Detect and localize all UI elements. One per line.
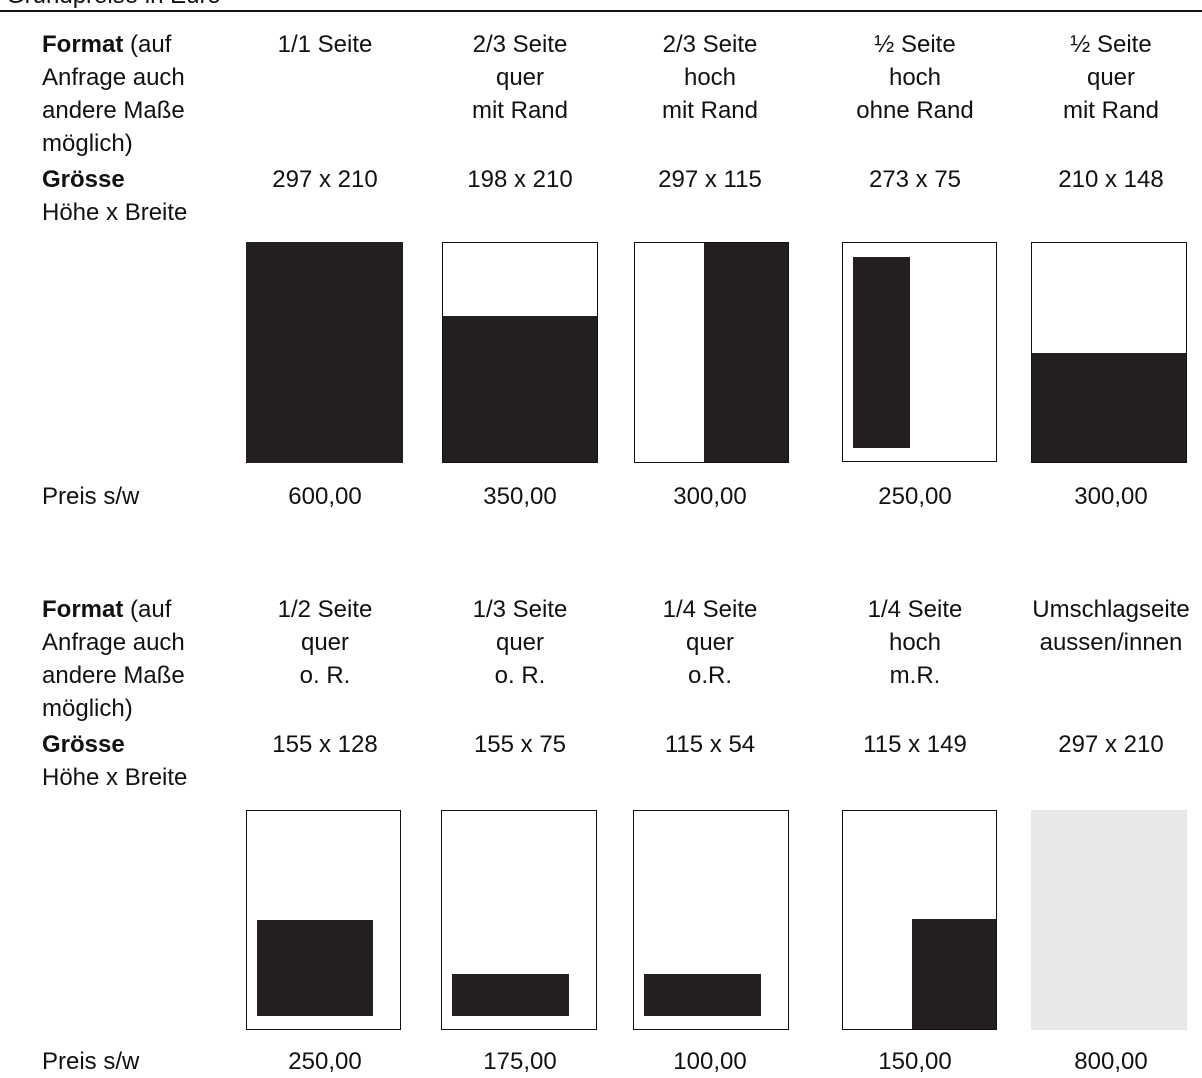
price-value: 800,00 [1074, 1048, 1148, 1075]
price-value: 300,00 [1074, 483, 1148, 510]
size-label: Grösse [42, 166, 125, 193]
format-value: 1/1 Seite [277, 31, 373, 58]
format-value: 1/2 Seite quer o. R. [277, 596, 373, 689]
size-value: 297 x 115 [658, 166, 762, 193]
format-diagram [842, 810, 997, 1030]
format-diagram [441, 810, 597, 1030]
ad-area [443, 316, 597, 462]
format-diagram [633, 810, 789, 1030]
ad-area [704, 243, 788, 462]
price-value: 175,00 [483, 1048, 557, 1075]
size-note: Höhe x Breite [42, 764, 188, 791]
ad-area [257, 920, 373, 1016]
format-diagram [1031, 242, 1187, 463]
format-value: 1/3 Seite quer o. R. [472, 596, 568, 689]
format-value: 1/4 Seite hoch m.R. [867, 596, 963, 689]
size-value: 155 x 128 [272, 731, 378, 758]
size-note: Höhe x Breite [42, 199, 188, 226]
size-value: 297 x 210 [272, 166, 378, 193]
price-value: 600,00 [288, 483, 362, 510]
ad-area [912, 919, 996, 1029]
format-label-block: Format (auf Anfrage auch andere Maße mög… [42, 28, 242, 160]
price-value: 100,00 [673, 1048, 747, 1075]
format-diagram [1031, 810, 1187, 1030]
price-label: Preis s/w [42, 1048, 140, 1075]
ad-area [853, 257, 910, 448]
format-label-block: Format (auf Anfrage auch andere Maße mög… [42, 593, 242, 725]
format-diagram [842, 242, 997, 462]
ad-area [246, 242, 403, 463]
header-text: Grundpreise in Euro [6, 0, 221, 10]
format-value: 2/3 Seite quer mit Rand [471, 31, 569, 124]
format-value: 1/4 Seite quer o.R. [662, 596, 758, 689]
price-value: 250,00 [878, 483, 952, 510]
format-value: ½ Seite quer mit Rand [1062, 31, 1160, 124]
price-value: 250,00 [288, 1048, 362, 1075]
format-value: 2/3 Seite hoch mit Rand [661, 31, 759, 124]
size-value: 198 x 210 [467, 166, 573, 193]
format-diagram [246, 242, 403, 463]
size-value: 155 x 75 [473, 731, 567, 758]
format-label: Format [42, 31, 124, 58]
size-value: 115 x 54 [664, 731, 756, 758]
price-value: 150,00 [878, 1048, 952, 1075]
size-value: 210 x 148 [1058, 166, 1164, 193]
ad-area [1032, 353, 1186, 462]
size-value: 273 x 75 [868, 166, 962, 193]
format-note: (auf Anfrage auch andere Maße möglich) [42, 31, 185, 157]
format-diagram [246, 810, 401, 1030]
format-label: Format [42, 596, 124, 623]
format-diagram [442, 242, 598, 463]
size-value: 297 x 210 [1058, 731, 1164, 758]
price-label: Preis s/w [42, 483, 140, 510]
format-diagram [634, 242, 789, 463]
price-value: 350,00 [483, 483, 557, 510]
format-value: Umschlagseite aussen/innen [1032, 596, 1190, 656]
size-label: Grösse [42, 731, 125, 758]
format-note: (auf Anfrage auch andere Maße möglich) [42, 596, 185, 722]
size-value: 115 x 149 [863, 731, 967, 758]
header-rule [0, 10, 1202, 12]
ad-area [452, 974, 569, 1016]
format-value: ½ Seite hoch ohne Rand [856, 31, 974, 124]
price-value: 300,00 [673, 483, 747, 510]
ad-area [644, 974, 761, 1016]
